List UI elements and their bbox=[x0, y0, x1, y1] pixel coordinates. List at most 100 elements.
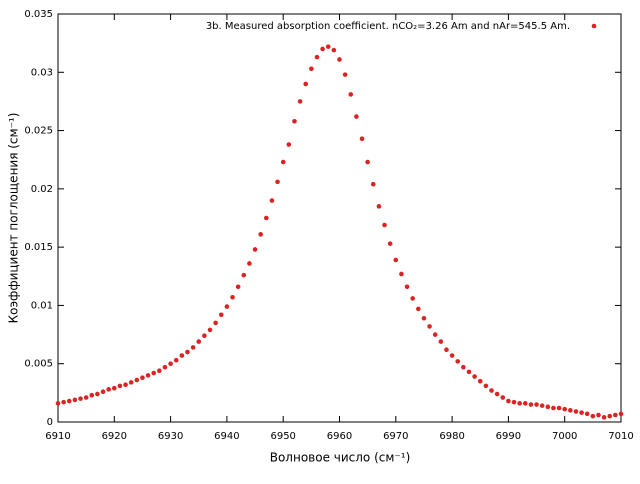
data-point bbox=[579, 410, 584, 415]
data-point bbox=[106, 387, 111, 392]
data-point bbox=[399, 271, 404, 277]
y-tick-label: 0.025 bbox=[24, 126, 53, 137]
data-point bbox=[472, 374, 477, 379]
data-point bbox=[466, 369, 472, 375]
data-point bbox=[365, 159, 370, 165]
legend-marker bbox=[591, 23, 597, 29]
x-tick-label: 6930 bbox=[158, 431, 183, 442]
x-tick-label: 6910 bbox=[45, 431, 70, 442]
y-tick-label: 0.035 bbox=[24, 9, 53, 20]
data-point bbox=[539, 403, 545, 408]
x-tick-label: 6960 bbox=[327, 431, 352, 442]
data-point bbox=[494, 391, 500, 397]
data-point bbox=[241, 272, 247, 278]
data-point bbox=[140, 375, 145, 381]
data-point bbox=[292, 118, 297, 124]
data-point bbox=[213, 320, 218, 326]
data-point bbox=[202, 333, 207, 339]
data-point bbox=[151, 370, 157, 376]
data-point bbox=[393, 257, 399, 263]
y-tick-label: 0.02 bbox=[31, 184, 53, 195]
data-point bbox=[500, 395, 506, 400]
data-point bbox=[117, 383, 123, 389]
data-point bbox=[618, 411, 624, 417]
y-tick-label: 0.01 bbox=[31, 300, 53, 311]
data-point bbox=[590, 413, 596, 419]
data-point bbox=[556, 405, 562, 411]
data-point bbox=[303, 81, 309, 87]
data-point bbox=[162, 364, 168, 370]
x-tick-label: 6990 bbox=[496, 431, 521, 442]
data-point bbox=[145, 373, 151, 378]
data-point bbox=[157, 368, 162, 374]
data-point bbox=[522, 401, 528, 406]
data-point bbox=[269, 198, 275, 203]
data-point bbox=[545, 404, 551, 410]
data-point bbox=[562, 406, 567, 412]
data-point bbox=[342, 72, 348, 77]
data-point bbox=[134, 377, 140, 383]
data-point bbox=[123, 382, 128, 387]
data-point bbox=[185, 349, 190, 355]
data-point bbox=[489, 388, 494, 393]
data-point bbox=[337, 57, 342, 62]
data-point bbox=[427, 324, 432, 329]
data-point bbox=[534, 402, 539, 407]
data-point bbox=[78, 396, 83, 401]
data-point bbox=[55, 401, 61, 406]
data-point bbox=[421, 315, 427, 321]
x-tick-label: 6920 bbox=[102, 431, 127, 442]
data-point bbox=[207, 327, 213, 333]
data-point bbox=[416, 306, 421, 312]
legend-label: 3b. Measured absorption coefficient. nCO… bbox=[206, 21, 570, 32]
data-point bbox=[235, 284, 241, 290]
data-point bbox=[584, 411, 590, 417]
data-point bbox=[359, 136, 365, 142]
data-point bbox=[601, 415, 607, 420]
data-point bbox=[607, 413, 613, 419]
x-tick-label: 7000 bbox=[552, 431, 577, 442]
data-point bbox=[320, 46, 325, 52]
data-point bbox=[61, 399, 66, 405]
data-point bbox=[179, 353, 185, 358]
data-point bbox=[286, 142, 292, 147]
data-point bbox=[370, 181, 376, 187]
data-point bbox=[387, 241, 393, 246]
data-point bbox=[196, 339, 202, 344]
data-point bbox=[224, 304, 230, 309]
data-point bbox=[517, 401, 522, 406]
data-point bbox=[247, 261, 252, 266]
data-point bbox=[190, 345, 196, 350]
data-point bbox=[376, 204, 382, 209]
data-point bbox=[275, 179, 280, 185]
y-axis-label: Коэффициент поглощения (см⁻¹) bbox=[7, 113, 21, 324]
x-tick-label: 6950 bbox=[270, 431, 295, 442]
data-point bbox=[72, 397, 78, 403]
data-point bbox=[297, 99, 303, 104]
y-tick-label: 0.005 bbox=[24, 359, 53, 370]
data-point bbox=[461, 364, 466, 370]
data-point bbox=[596, 412, 601, 418]
data-point bbox=[66, 398, 72, 404]
data-point bbox=[280, 159, 286, 165]
data-point bbox=[573, 409, 579, 414]
plot-frame bbox=[57, 13, 622, 423]
data-point bbox=[438, 339, 444, 344]
data-point bbox=[173, 357, 179, 363]
data-point bbox=[264, 215, 269, 221]
data-point bbox=[83, 395, 89, 400]
data-point bbox=[354, 114, 359, 119]
data-point bbox=[348, 92, 354, 97]
data-point bbox=[528, 402, 534, 407]
data-point bbox=[258, 232, 263, 237]
data-point bbox=[404, 284, 410, 290]
data-point bbox=[410, 296, 415, 301]
data-point bbox=[613, 412, 618, 418]
x-axis-label: Волновое число (см⁻¹) bbox=[270, 451, 411, 465]
data-point bbox=[477, 378, 483, 384]
data-point bbox=[382, 222, 387, 228]
data-point bbox=[444, 347, 449, 353]
y-tick-label: 0.015 bbox=[24, 242, 53, 253]
data-point bbox=[506, 398, 511, 404]
